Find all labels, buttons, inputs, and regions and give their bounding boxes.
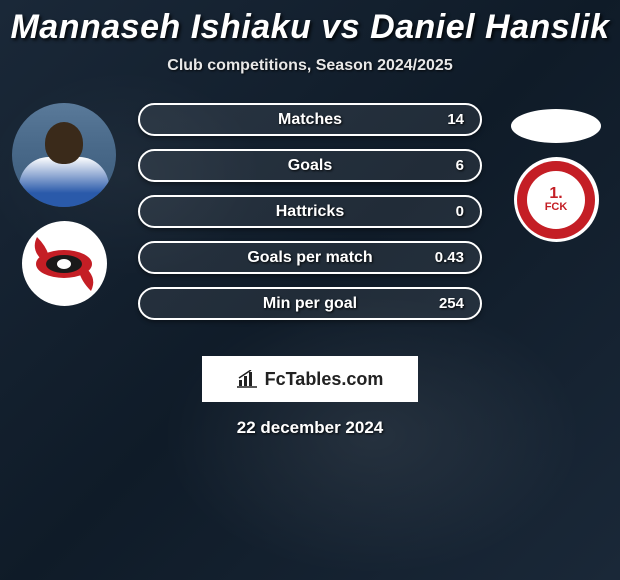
stat-label: Min per goal	[263, 295, 357, 313]
fck-text: 1. FCK	[545, 186, 568, 213]
player-avatar-left	[12, 103, 116, 207]
stat-value-right: 0.43	[435, 249, 464, 266]
left-column	[8, 103, 120, 306]
fck-top: 1.	[545, 186, 568, 202]
stat-row-matches: Matches 14	[138, 103, 482, 136]
fck-bottom: FCK	[545, 202, 568, 213]
stat-row-hattricks: Hattricks 0	[138, 195, 482, 228]
stat-value-right: 254	[439, 295, 464, 312]
stat-row-goals: Goals 6	[138, 149, 482, 182]
club-oval-right	[511, 109, 601, 143]
page-title: Mannaseh Ishiaku vs Daniel Hanslik	[0, 8, 620, 47]
stats-column: Matches 14 Goals 6 Hattricks 0 Goals per…	[120, 103, 500, 320]
date-label: 22 december 2024	[0, 418, 620, 438]
stat-row-min-per-goal: Min per goal 254	[138, 287, 482, 320]
bar-chart-icon	[237, 370, 259, 388]
main-row: Matches 14 Goals 6 Hattricks 0 Goals per…	[0, 103, 620, 320]
page-subtitle: Club competitions, Season 2024/2025	[0, 57, 620, 75]
stat-value-right: 0	[456, 203, 464, 220]
club-badge-left	[22, 221, 107, 306]
club-badge-right: 1. FCK	[514, 157, 599, 242]
stat-row-goals-per-match: Goals per match 0.43	[138, 241, 482, 274]
stat-label: Goals	[288, 157, 332, 175]
stat-value-right: 14	[447, 111, 464, 128]
hurricane-eye-icon	[29, 229, 99, 299]
branding-text: FcTables.com	[265, 369, 384, 390]
branding-box: FcTables.com	[202, 356, 418, 402]
stat-label: Goals per match	[247, 249, 372, 267]
right-column: 1. FCK	[500, 103, 612, 242]
content-root: Mannaseh Ishiaku vs Daniel Hanslik Club …	[0, 0, 620, 580]
stat-label: Matches	[278, 111, 342, 129]
stat-label: Hattricks	[276, 203, 344, 221]
fck-inner: 1. FCK	[517, 161, 595, 239]
stat-value-right: 6	[456, 157, 464, 174]
